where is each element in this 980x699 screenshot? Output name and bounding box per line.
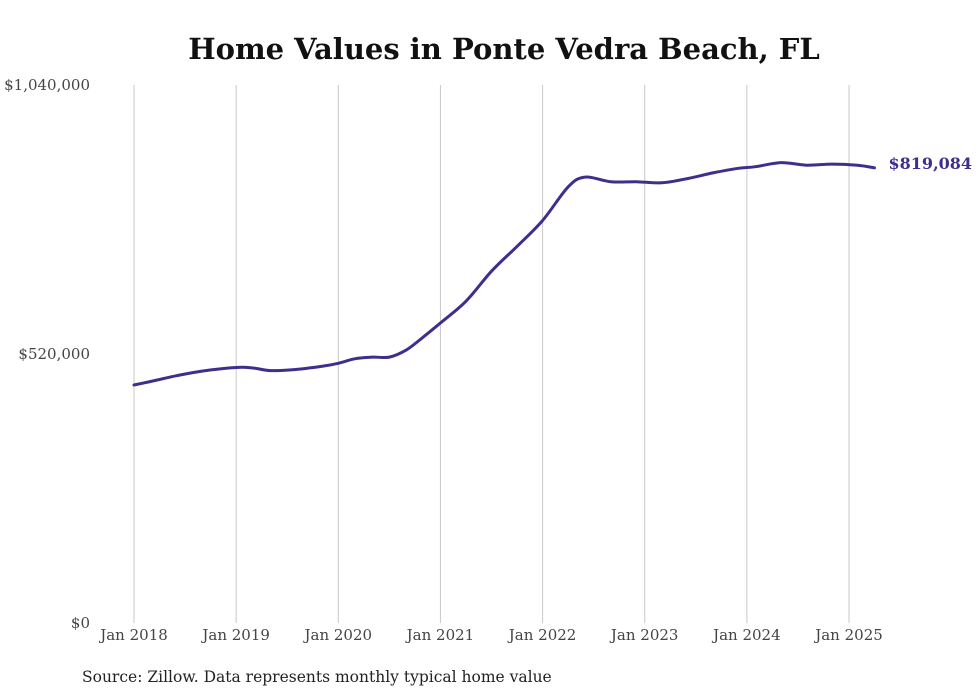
y-tick-label: $520,000	[18, 345, 90, 363]
chart-title: Home Values in Ponte Vedra Beach, FL	[188, 32, 820, 66]
x-tick-label: Jan 2019	[200, 626, 270, 644]
series-line	[132, 161, 876, 387]
x-tick-label: Jan 2022	[507, 626, 577, 644]
source-note: Source: Zillow. Data represents monthly …	[82, 668, 552, 686]
x-tick-label: Jan 2020	[303, 626, 373, 644]
x-tick-label: Jan 2018	[98, 626, 168, 644]
x-tick-label: Jan 2025	[813, 626, 883, 644]
y-tick-label: $0	[71, 614, 90, 632]
x-axis-tick-labels: Jan 2018 Jan 2019 Jan 2020 Jan 2021 Jan 2022…	[98, 626, 883, 644]
vertical-gridlines	[133, 85, 850, 623]
x-tick-label: Jan 2023	[609, 626, 679, 644]
x-tick-label: Jan 2024	[711, 626, 781, 644]
y-tick-label: $1,040,000	[4, 76, 90, 94]
series-end-label: $819,084	[889, 154, 973, 173]
series-group: $819,084	[132, 154, 973, 387]
x-tick-label: Jan 2021	[405, 626, 475, 644]
y-axis-tick-labels: $0 $520,000 $1,040,000	[4, 76, 90, 632]
